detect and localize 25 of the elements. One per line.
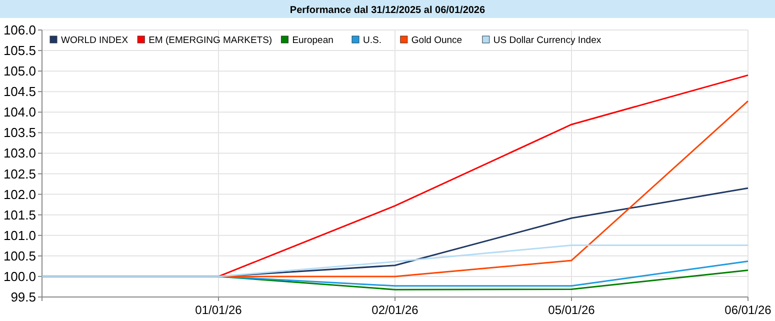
y-tick-label: 105.5 [3,43,36,58]
legend-label: European [292,35,334,46]
y-tick-label: 102.0 [3,186,36,202]
x-tick-label: 02/01/26 [372,303,419,317]
x-tick-label: 06/01/26 [724,303,772,317]
y-tick-label: 103.5 [3,125,36,140]
y-tick-label: 101.5 [3,207,36,222]
y-tick-label: 100.0 [3,268,36,284]
y-tick-label: 102.5 [3,166,36,182]
y-tick-label: 99.5 [10,290,36,304]
legend-label: U.S. [363,35,382,46]
y-tick-label: 104.5 [3,84,36,100]
y-tick-label: 105.0 [3,64,36,79]
x-tick-label: 05/01/26 [548,303,596,317]
legend-label: WORLD INDEX [61,35,129,46]
legend-label: EM (EMERGING MARKETS) [148,35,272,46]
legend-label: US Dollar Currency Index [493,35,602,46]
y-tick-label: 101.0 [3,228,36,243]
y-tick-label: 104.0 [3,104,36,120]
y-tick-label: 100.5 [3,248,36,264]
legend-label: Gold Ounce [411,35,462,46]
chart-title: Performance dal 31/12/2025 al 06/01/2026 [290,5,486,16]
y-tick-label: 103.0 [3,146,36,161]
x-tick-label: 01/01/26 [195,303,242,317]
y-tick-label: 106.0 [3,22,36,38]
